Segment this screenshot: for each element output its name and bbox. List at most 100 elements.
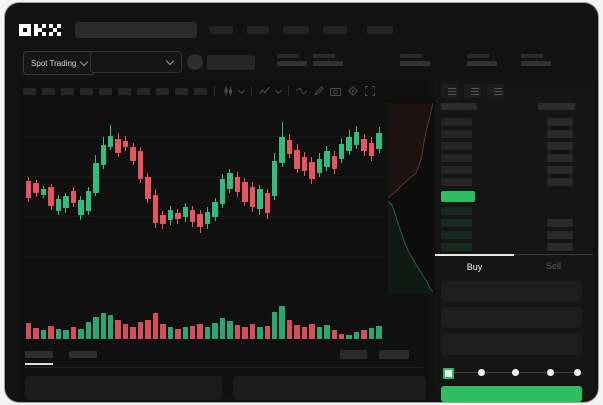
timeframe-button-6[interactable]	[118, 87, 131, 95]
volume-bar	[40, 330, 47, 339]
ask-row[interactable]	[441, 116, 587, 128]
slider-stop-50[interactable]	[512, 369, 519, 376]
okx-logo[interactable]	[19, 24, 61, 36]
volume-bar	[286, 320, 293, 339]
candle	[182, 103, 189, 293]
line-tool-icon[interactable]	[296, 86, 307, 97]
volume-bar	[26, 323, 32, 339]
asks-book-icon[interactable]	[487, 84, 504, 98]
timeframe-button-5[interactable]	[99, 87, 112, 95]
indicators-icon[interactable]	[259, 86, 270, 97]
draw-pencil-icon[interactable]	[313, 86, 324, 97]
slider-handle[interactable]	[443, 368, 454, 379]
candle	[100, 103, 107, 293]
candle	[375, 103, 382, 293]
ask-row[interactable]	[441, 140, 587, 152]
bottom-tab-active[interactable]	[25, 351, 53, 358]
slider-stop-75[interactable]	[546, 369, 554, 376]
open-orders-panel[interactable]	[25, 376, 222, 400]
volume-bar	[331, 330, 338, 339]
candle-style-icon[interactable]	[222, 86, 233, 97]
settings-gear-icon[interactable]	[347, 86, 358, 97]
depth-bids-line	[387, 200, 434, 293]
last-price-badge[interactable]	[441, 191, 475, 202]
timeframe-button-8[interactable]	[156, 87, 169, 95]
ask-row[interactable]	[441, 164, 587, 176]
timeframe-button-4[interactable]	[80, 87, 93, 95]
price-input[interactable]	[441, 281, 582, 302]
timeframe-button-10[interactable]	[194, 87, 207, 95]
volume-bar	[242, 327, 248, 339]
candle	[55, 103, 62, 293]
candle	[204, 103, 211, 293]
candle	[159, 103, 166, 293]
combined-book-icon[interactable]	[441, 84, 458, 98]
bids-list	[441, 205, 587, 253]
buy-submit-button[interactable]	[441, 386, 582, 402]
nav-item-2[interactable]	[247, 26, 269, 34]
bid-row[interactable]	[441, 229, 587, 241]
chevron-down-icon[interactable]	[237, 86, 246, 94]
volume-bar	[152, 313, 159, 339]
sell-tab-label: Sell	[545, 261, 561, 271]
candle	[196, 103, 203, 293]
bid-row[interactable]	[441, 205, 587, 217]
candle	[368, 103, 375, 293]
candle	[293, 103, 300, 293]
pair-dropdown[interactable]	[90, 51, 182, 73]
nav-item-5[interactable]	[367, 26, 393, 34]
candle	[167, 103, 174, 293]
toolbar-divider	[288, 86, 289, 96]
total-input[interactable]	[441, 334, 582, 355]
nav-item-3[interactable]	[283, 26, 309, 34]
timeframe-button-7[interactable]	[137, 87, 150, 95]
search-input[interactable]	[75, 22, 197, 38]
timeframe-button-9[interactable]	[175, 87, 188, 95]
ask-row[interactable]	[441, 152, 587, 164]
chevron-down-icon	[80, 57, 89, 67]
order-book-trade-panel: Buy Sell	[435, 81, 593, 402]
candle	[338, 103, 345, 293]
tab-buy[interactable]: Buy	[435, 254, 514, 277]
tab-sell[interactable]: Sell	[514, 254, 593, 277]
chevron-down-icon[interactable]	[274, 86, 283, 94]
volume-bar	[55, 329, 62, 339]
slider-stop-25[interactable]	[477, 369, 485, 376]
nav-item-4[interactable]	[323, 26, 347, 34]
camera-snapshot-icon[interactable]	[330, 86, 341, 97]
top-navigation-bar	[19, 19, 584, 41]
volume-bar	[204, 327, 211, 339]
candlestick-chart[interactable]	[25, 103, 383, 293]
volume-bar	[78, 329, 84, 339]
bottom-action-button-1[interactable]	[340, 350, 367, 359]
fullscreen-icon[interactable]	[364, 86, 375, 97]
amount-input[interactable]	[441, 307, 582, 328]
bid-row[interactable]	[441, 241, 587, 253]
nav-item-1[interactable]	[209, 26, 233, 34]
volume-bar	[137, 322, 144, 339]
bids-book-icon[interactable]	[464, 84, 481, 98]
amount-slider[interactable]	[443, 368, 581, 379]
stat-24h-volume-quote	[521, 54, 551, 66]
candle	[271, 103, 278, 293]
ask-row[interactable]	[441, 176, 587, 188]
order-history-panel[interactable]	[233, 376, 426, 400]
bottom-action-button-2[interactable]	[379, 350, 409, 359]
ask-row[interactable]	[441, 128, 587, 140]
bid-row[interactable]	[441, 217, 587, 229]
market-type-selector[interactable]: Spot Trading	[23, 51, 96, 75]
timeframe-button-2[interactable]	[42, 87, 55, 95]
volume-bar	[63, 330, 69, 339]
timeframe-button-1[interactable]	[23, 87, 36, 95]
candle	[249, 103, 256, 293]
slider-stop-100[interactable]	[574, 369, 581, 376]
timeframe-button-3[interactable]	[61, 87, 74, 95]
volume-bar	[257, 327, 263, 339]
candle	[286, 103, 293, 293]
candle	[278, 103, 285, 293]
bottom-tab-2[interactable]	[69, 351, 97, 358]
candle	[47, 103, 54, 293]
candle	[137, 103, 144, 293]
volume-bar	[182, 327, 188, 339]
candle	[114, 103, 121, 293]
